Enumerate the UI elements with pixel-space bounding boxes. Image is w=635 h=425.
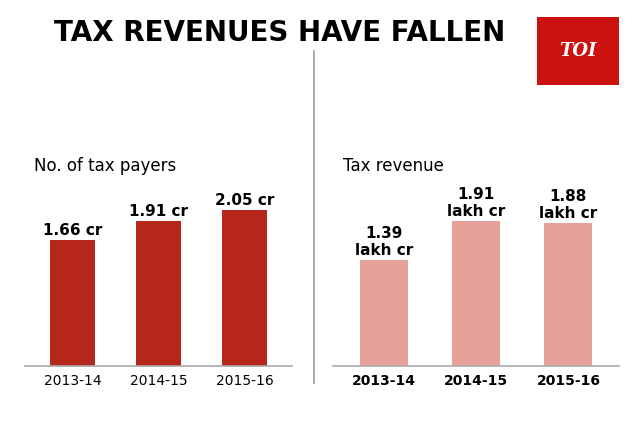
Text: No. of tax payers: No. of tax payers xyxy=(34,157,177,175)
Text: 1.66 cr: 1.66 cr xyxy=(43,223,102,238)
Text: Tax revenue: Tax revenue xyxy=(343,157,443,175)
Bar xyxy=(50,240,95,366)
Text: 1.91 cr: 1.91 cr xyxy=(130,204,188,219)
Bar xyxy=(360,260,408,366)
Bar xyxy=(452,221,500,366)
Text: TOI: TOI xyxy=(559,42,596,60)
Bar xyxy=(222,210,267,366)
Bar xyxy=(544,223,592,366)
Text: 1.39
lakh cr: 1.39 lakh cr xyxy=(355,226,413,258)
Text: 2.05 cr: 2.05 cr xyxy=(215,193,274,208)
Text: 1.88
lakh cr: 1.88 lakh cr xyxy=(539,189,598,221)
Bar xyxy=(137,221,181,366)
Text: 1.91
lakh cr: 1.91 lakh cr xyxy=(447,187,505,219)
Text: TAX REVENUES HAVE FALLEN: TAX REVENUES HAVE FALLEN xyxy=(54,19,505,47)
